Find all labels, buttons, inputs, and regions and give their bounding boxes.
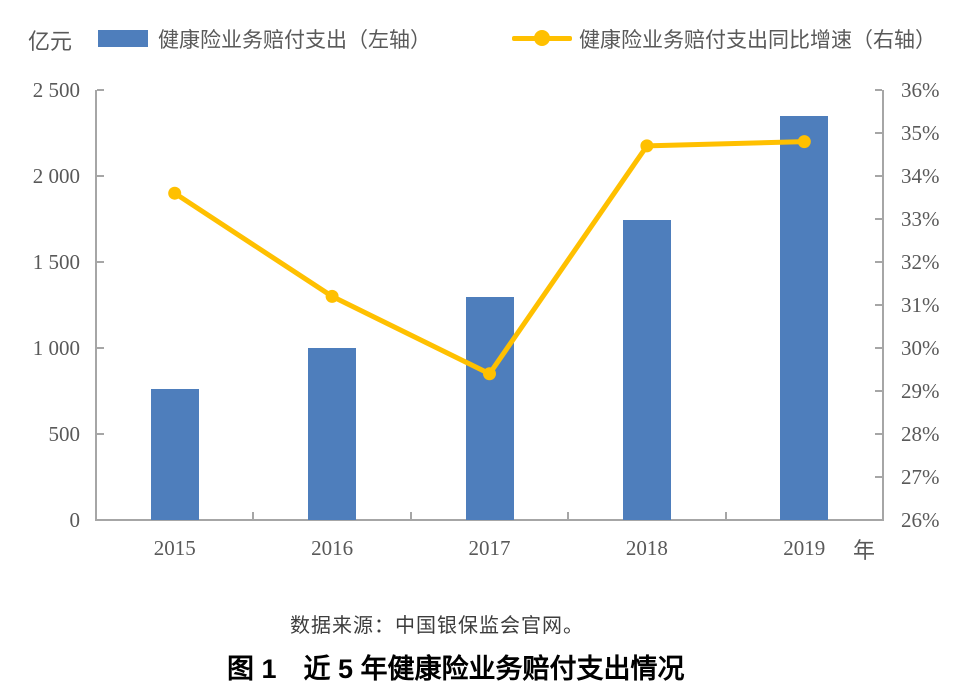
left-axis-tick-label: 0 [69, 508, 81, 532]
right-axis-tick-label: 36% [901, 78, 940, 102]
right-axis-tick-label: 35% [901, 121, 940, 145]
right-axis-tick [875, 476, 882, 478]
left-axis-tick [97, 175, 104, 177]
right-axis-line [882, 90, 884, 521]
left-axis-tick [97, 89, 104, 91]
right-axis-tick-label: 30% [901, 336, 940, 360]
bar-2018 [622, 220, 671, 520]
line-point-2019 [797, 135, 811, 149]
left-axis-tick-label: 1 500 [32, 250, 80, 274]
line-point-2018 [640, 139, 654, 153]
figure-caption: 图 1 近 5 年健康险业务赔付支出情况 [227, 654, 685, 684]
right-axis-tick-label: 31% [901, 293, 940, 317]
right-axis-tick [875, 433, 882, 435]
right-axis-tick-label: 29% [901, 379, 940, 403]
line-series-legend-label: 健康险业务赔付支出同比增速（右轴） [579, 28, 936, 52]
x-axis-unit-label: 年 [853, 538, 876, 563]
left-axis-tick-label: 2 500 [32, 78, 80, 102]
right-axis-tick [875, 132, 882, 134]
x-axis-label-2015: 2015 [153, 536, 196, 560]
line-series-legend-dot [534, 30, 550, 46]
right-axis-tick [875, 390, 882, 392]
bar-2019 [780, 115, 829, 520]
x-axis-tick [567, 512, 570, 519]
left-axis-tick-label: 500 [48, 422, 81, 446]
x-axis-label-2016: 2016 [311, 536, 354, 560]
right-axis-tick-label: 26% [901, 508, 940, 532]
right-axis-tick [875, 261, 882, 263]
left-axis-unit-label: 亿元 [28, 29, 73, 54]
x-axis-line [95, 519, 884, 521]
right-axis-tick [875, 519, 882, 521]
line-point-2016 [325, 289, 339, 303]
right-axis-tick [875, 175, 882, 177]
right-axis-tick [875, 218, 882, 220]
line-point-2017 [483, 367, 496, 381]
right-axis-tick [875, 89, 882, 91]
right-axis-tick-label: 34% [901, 164, 940, 188]
right-axis-tick-label: 32% [901, 250, 940, 274]
left-axis-tick-label: 1 000 [32, 336, 80, 360]
bar-2017 [465, 297, 514, 520]
left-axis-tick [97, 433, 104, 435]
right-axis-tick-label: 28% [901, 422, 940, 446]
left-axis-tick [97, 347, 104, 349]
right-axis-tick-label: 33% [901, 207, 940, 231]
x-axis-tick [409, 512, 412, 519]
right-axis-tick [875, 347, 882, 349]
left-axis-line [95, 90, 97, 521]
x-axis-tick [252, 512, 255, 519]
x-axis-label-2018: 2018 [625, 536, 668, 560]
bar-series-legend-label: 健康险业务赔付支出（左轴） [158, 28, 431, 52]
bar-2016 [308, 348, 357, 520]
bar-series-legend-swatch [98, 30, 148, 47]
line-point-2015 [168, 186, 182, 200]
left-axis-tick [97, 261, 104, 263]
left-axis-tick [97, 519, 104, 521]
line-series-legend-marker [512, 30, 572, 46]
line-series [168, 135, 811, 381]
source-note: 数据来源：中国银保监会官网。 [290, 615, 584, 637]
x-axis-tick [724, 512, 727, 519]
bar-2015 [150, 388, 199, 520]
left-axis-tick-label: 2 000 [32, 164, 80, 188]
x-axis-label-2017: 2017 [468, 536, 511, 560]
right-axis-tick-label: 27% [901, 465, 940, 489]
right-axis-tick [875, 304, 882, 306]
x-axis-label-2019: 2019 [783, 536, 826, 560]
